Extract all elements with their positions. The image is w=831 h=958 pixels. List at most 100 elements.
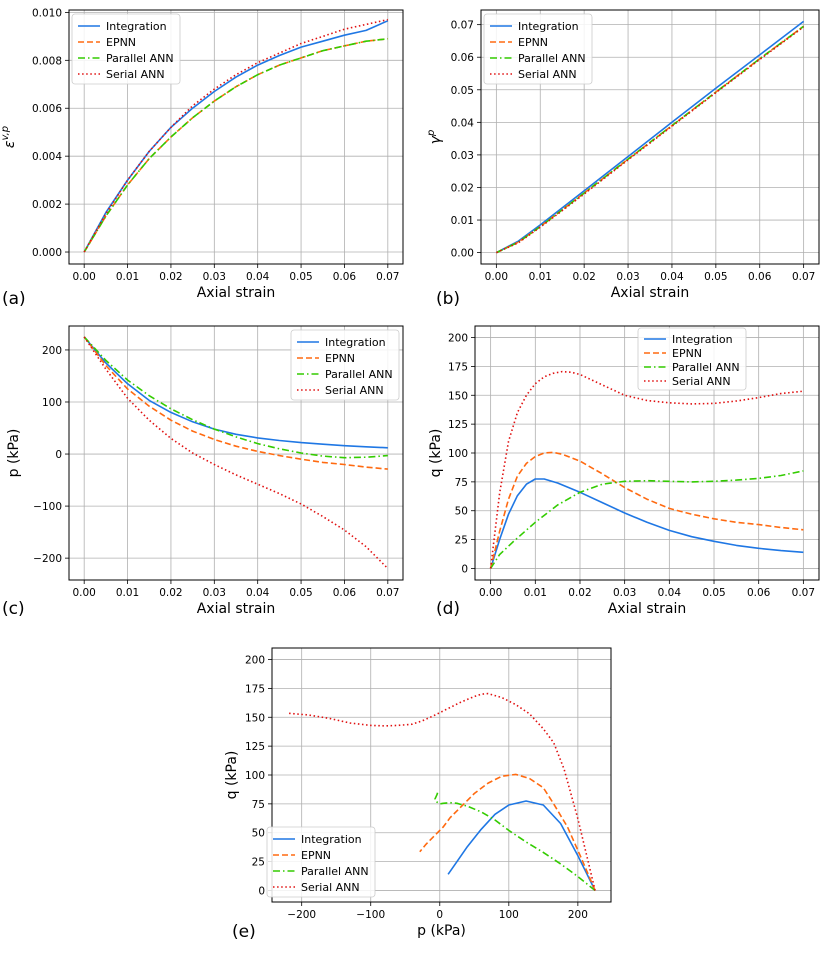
legend-box (637, 327, 747, 391)
y-tick-label: −200 (33, 553, 62, 565)
series-group (83, 18, 389, 253)
y-tick-label: 100 (245, 770, 265, 782)
legend-box (266, 826, 376, 898)
panel-label: (a) (2, 289, 26, 309)
x-tick-label: 0.04 (246, 271, 270, 283)
plot-frame (480, 9, 820, 265)
legend-entry: Parallel ANN (106, 52, 174, 65)
legend-entry: EPNN (672, 347, 702, 360)
y-tick-label: 0.06 (451, 52, 475, 64)
series-line-serial (496, 26, 805, 254)
legend: Integration EPNN Parallel ANN Serial ANN (483, 13, 593, 85)
y-tick-label: 0.004 (32, 151, 62, 163)
series-line-integration (83, 336, 388, 449)
panel-label: (e) (232, 922, 256, 942)
x-tick-label: −200 (287, 909, 316, 921)
x-tick-label: 0.04 (658, 587, 682, 599)
y-tick-label: 0.010 (32, 7, 62, 19)
x-tick-label: 0.07 (792, 271, 815, 283)
x-tick-label: 0.04 (246, 587, 270, 599)
x-tick-label: 0.02 (159, 587, 182, 599)
x-tick-label: 0.01 (116, 587, 139, 599)
legend-entry: Serial ANN (672, 375, 731, 388)
legend-box (71, 13, 181, 85)
x-tick-label: 0.06 (747, 587, 771, 599)
legend-entry: Parallel ANN (325, 368, 393, 381)
y-tick-label: 0.04 (451, 117, 475, 129)
y-tick-label: 50 (455, 506, 468, 518)
x-tick-label: 0.07 (376, 587, 399, 599)
y-tick-label: 100 (448, 448, 468, 460)
y-tick-label: 0.05 (451, 85, 474, 97)
y-tick-label: 0.03 (451, 150, 474, 162)
x-tick-label: 0.03 (203, 271, 226, 283)
y-axis-label: γp (426, 130, 444, 145)
y-tick-label: 0.02 (451, 182, 474, 194)
series-line-serial (287, 692, 596, 891)
x-tick-label: 0 (436, 909, 443, 921)
legend-entry: Integration (672, 333, 733, 346)
y-axis-label: q (kPa) (428, 429, 444, 478)
x-axis-label: p (kPa) (417, 923, 466, 939)
x-tick-label: 0.02 (572, 271, 595, 283)
x-tick-label: 0.05 (704, 271, 727, 283)
legend-entry: EPNN (325, 352, 355, 365)
x-tick-label: 0.07 (792, 587, 815, 599)
series-group (489, 370, 804, 569)
series-line-integration (496, 20, 805, 254)
x-tick-label: 200 (568, 909, 588, 921)
y-tick-label: 0.008 (32, 55, 62, 67)
x-tick-label: 0.00 (72, 587, 95, 599)
x-tick-label: 0.02 (159, 271, 182, 283)
series-line-epnn (83, 336, 388, 470)
x-tick-label: 0.03 (203, 587, 226, 599)
x-tick-label: 0.00 (485, 271, 508, 283)
y-tick-label: 0.000 (32, 247, 62, 259)
x-axis-label: Axial strain (197, 601, 276, 617)
legend-entry: Serial ANN (106, 68, 165, 81)
y-tick-label: 0 (461, 563, 468, 575)
chart-panel-a: 0.00 0.01 0.02 0.03 0.04 0.05 0.06 0.07 0.000 0.0… (0, 7, 404, 309)
legend-entry: Parallel ANN (672, 361, 740, 374)
chart-panel-c: 0.00 0.01 0.02 0.03 0.04 0.05 0.06 0.07 −200 −100… (2, 325, 404, 619)
x-tick-label: 0.01 (524, 587, 547, 599)
x-tick-label: −100 (356, 909, 385, 921)
y-axis-label: εv,p (0, 126, 18, 148)
x-tick-label: 0.03 (613, 587, 636, 599)
y-tick-label: 125 (245, 741, 265, 753)
y-tick-label: 125 (448, 419, 468, 431)
x-tick-label: 0.06 (333, 271, 357, 283)
legend-box (483, 13, 593, 85)
plot-frame (474, 325, 820, 581)
legend-entry: Serial ANN (325, 384, 384, 397)
x-axis-label: Axial strain (197, 285, 276, 301)
x-tick-label: 0.03 (616, 271, 639, 283)
y-tick-label: 150 (245, 712, 265, 724)
x-tick-label: 0.00 (72, 271, 95, 283)
x-tick-label: 0.00 (479, 587, 502, 599)
plot-frame (68, 9, 404, 265)
y-tick-label: 100 (42, 397, 62, 409)
x-tick-label: 0.01 (116, 271, 139, 283)
y-axis-label: p (kPa) (6, 429, 22, 478)
legend-entry: Parallel ANN (518, 52, 586, 65)
legend-entry: EPNN (518, 36, 548, 49)
legend-entry: Integration (518, 20, 579, 33)
y-tick-label: 0 (55, 449, 62, 461)
x-tick-label: 0.01 (529, 271, 552, 283)
y-tick-label: 200 (245, 655, 265, 667)
legend-entry: Serial ANN (301, 881, 360, 894)
panel-label: (c) (2, 599, 25, 619)
chart-panel-e: −200 −100 0 100 200 0 25 50 75 100 125 150 175 200 p (… (224, 647, 612, 942)
legend-entry: Serial ANN (518, 68, 577, 81)
series-group (287, 692, 596, 892)
y-tick-label: 200 (42, 345, 62, 357)
y-tick-label: 175 (245, 683, 265, 695)
legend-entry: Integration (106, 20, 167, 33)
series-line-serial (489, 370, 804, 569)
